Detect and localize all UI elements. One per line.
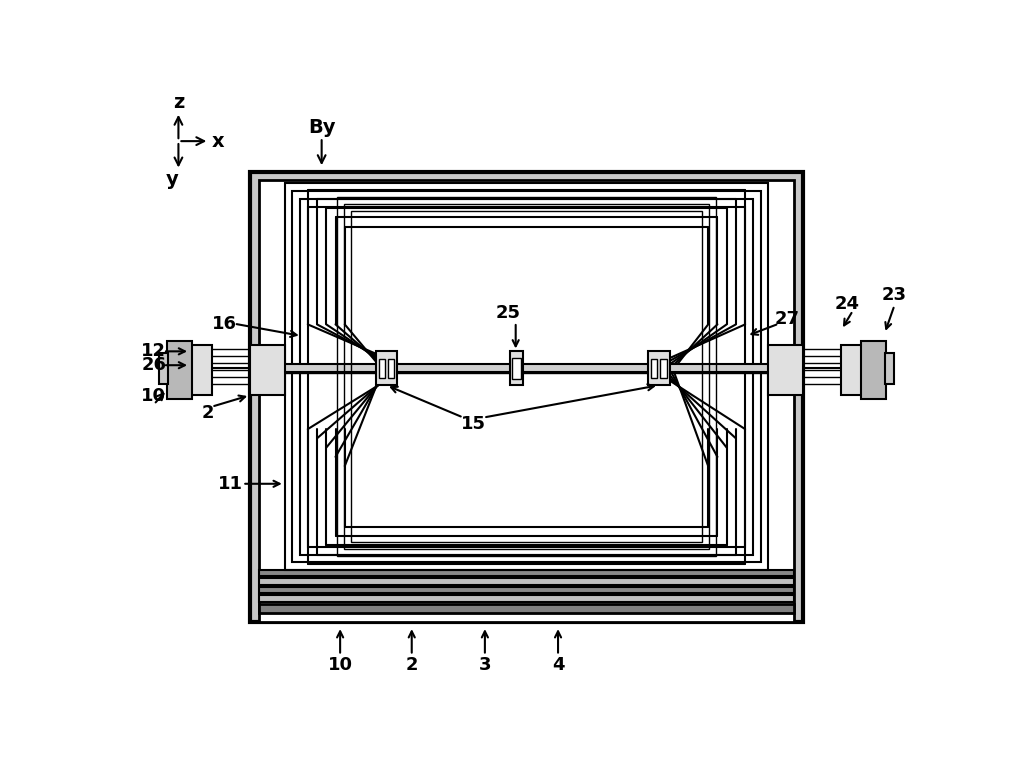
Text: 10: 10 xyxy=(328,656,353,674)
Text: z: z xyxy=(173,93,184,112)
Bar xyxy=(259,587,793,593)
Bar xyxy=(300,199,752,555)
Bar xyxy=(344,204,709,550)
Bar xyxy=(885,353,894,384)
Bar xyxy=(387,359,394,377)
Bar xyxy=(769,345,803,395)
Text: By: By xyxy=(308,118,335,137)
Bar xyxy=(375,351,397,386)
Bar xyxy=(292,191,761,562)
Bar xyxy=(337,197,715,556)
Bar xyxy=(285,184,769,570)
Text: x: x xyxy=(212,131,224,150)
Text: 4: 4 xyxy=(551,656,565,674)
Bar xyxy=(259,180,793,622)
Bar xyxy=(660,359,666,377)
Bar xyxy=(287,186,766,568)
Text: 27: 27 xyxy=(774,310,800,328)
Bar xyxy=(259,604,793,613)
Bar xyxy=(861,342,886,399)
Bar xyxy=(250,172,803,622)
Bar xyxy=(351,211,702,542)
Text: 26: 26 xyxy=(141,356,166,374)
Bar xyxy=(651,359,657,377)
Bar xyxy=(509,351,524,386)
Bar xyxy=(259,364,793,372)
Bar xyxy=(259,578,793,584)
Bar xyxy=(511,357,521,379)
Bar xyxy=(308,206,745,547)
Text: 25: 25 xyxy=(495,304,521,322)
Text: 11: 11 xyxy=(218,475,243,493)
Bar xyxy=(159,353,168,384)
Text: 15: 15 xyxy=(461,414,486,433)
Text: 12: 12 xyxy=(141,342,166,361)
Bar xyxy=(842,345,863,395)
Text: y: y xyxy=(166,170,178,189)
Bar xyxy=(648,351,669,386)
Text: 10: 10 xyxy=(141,387,166,405)
Text: 3: 3 xyxy=(479,656,491,674)
Bar xyxy=(259,595,793,602)
Bar xyxy=(167,342,192,399)
Text: 16: 16 xyxy=(212,315,237,332)
Bar xyxy=(259,570,793,576)
Bar xyxy=(190,345,211,395)
Text: 2: 2 xyxy=(406,656,418,674)
Bar xyxy=(378,359,384,377)
Text: 24: 24 xyxy=(834,295,859,313)
Text: 23: 23 xyxy=(883,286,907,304)
Text: 2: 2 xyxy=(202,404,214,422)
Bar xyxy=(250,345,285,395)
